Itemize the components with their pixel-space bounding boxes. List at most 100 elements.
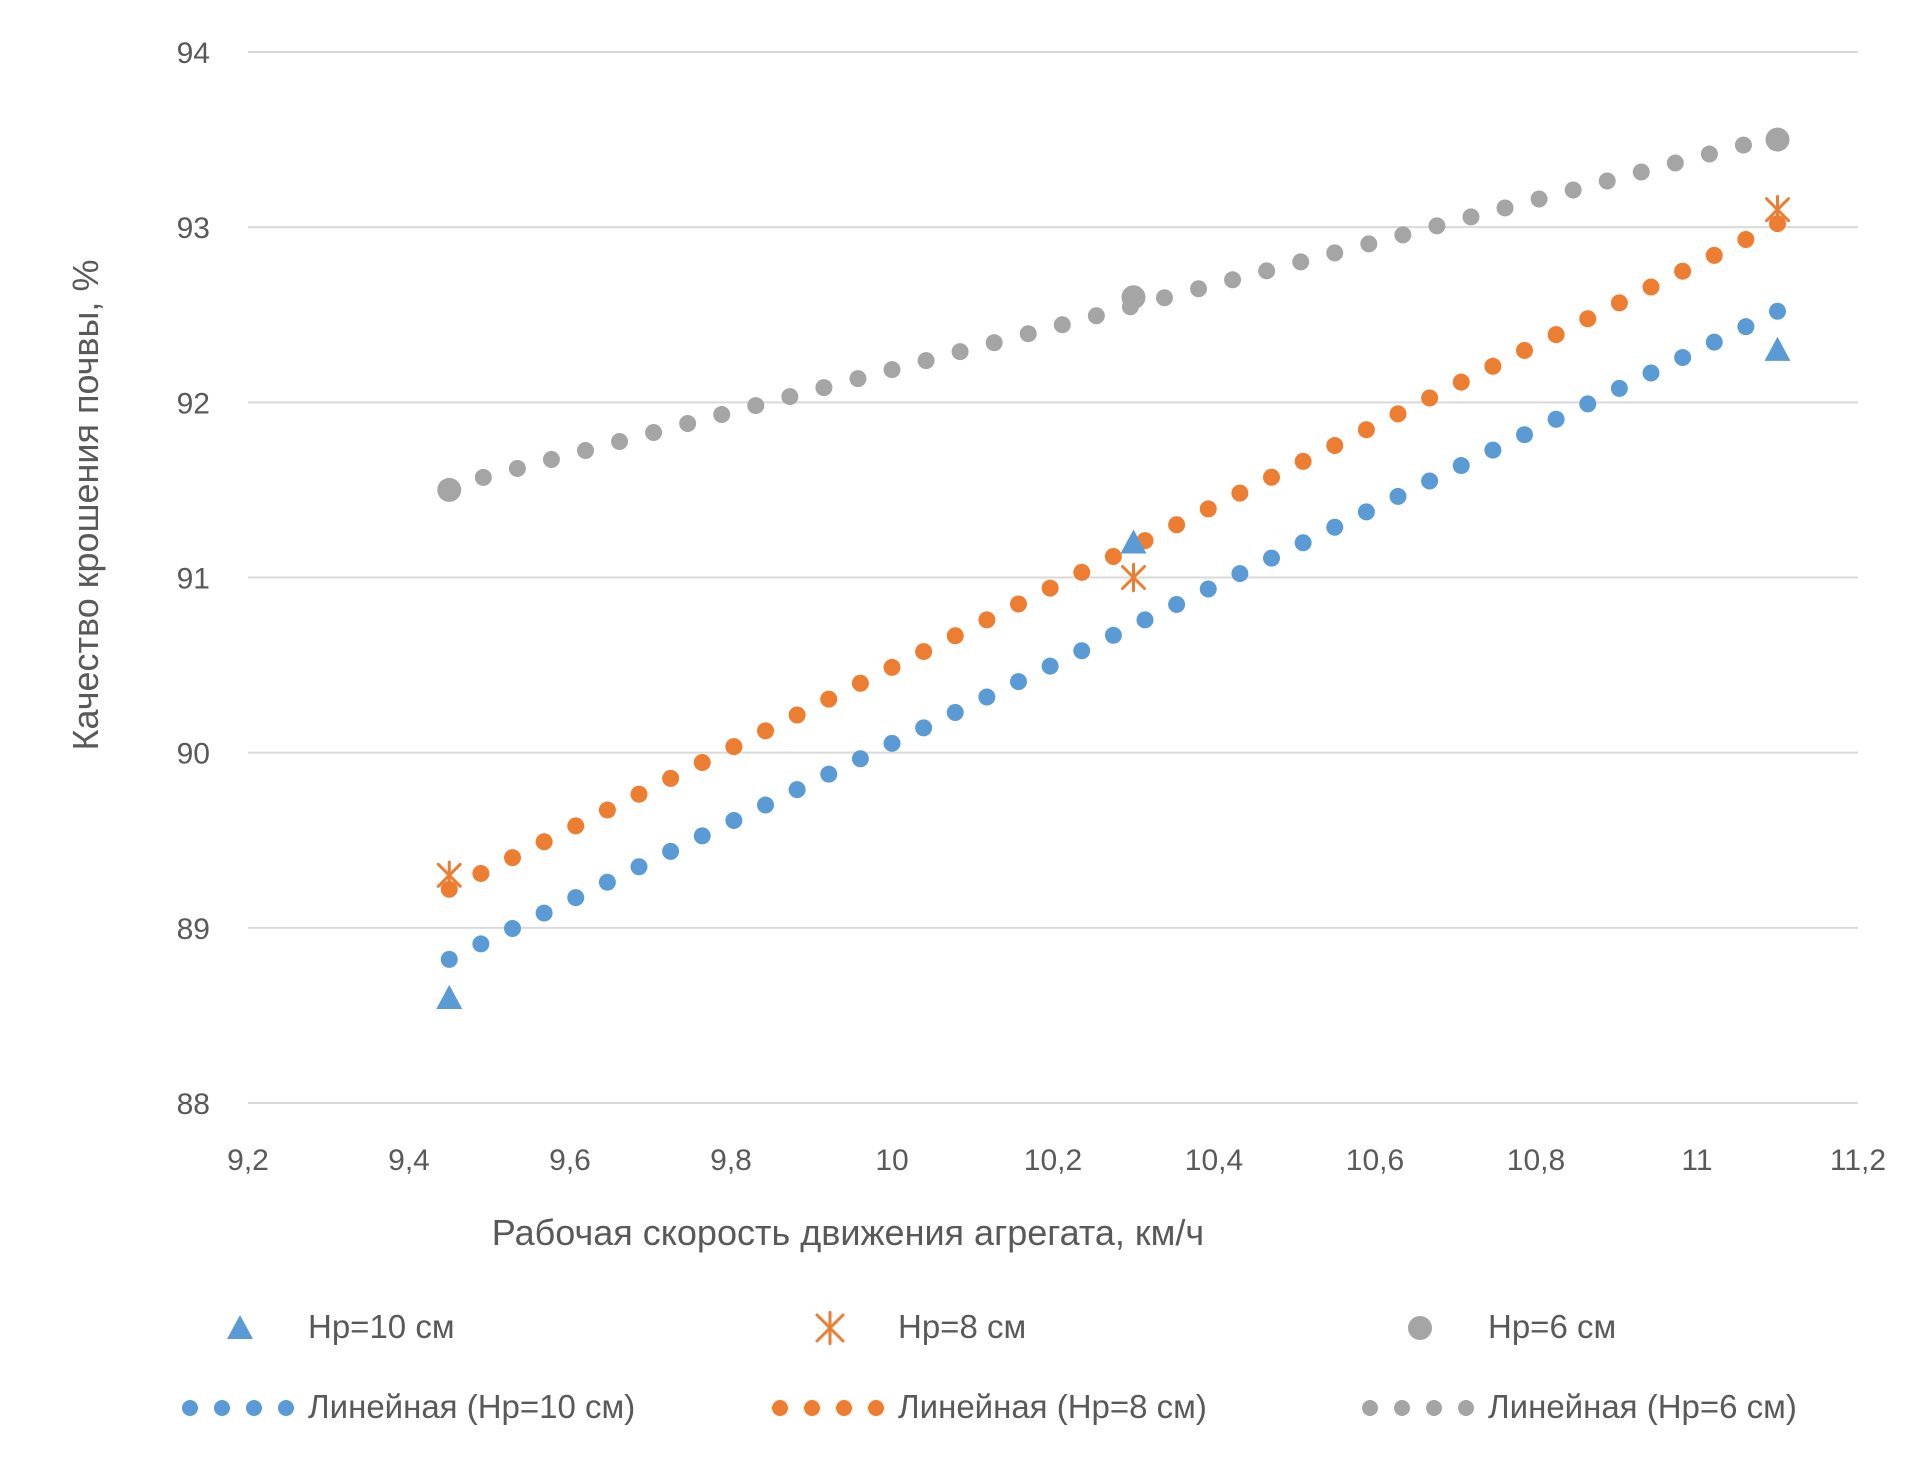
trendline-dot [1224, 271, 1242, 289]
y-axis-title: Качество крошения почвы, % [65, 260, 106, 751]
trendline-dot [725, 811, 743, 829]
legend-label: Hр=6 см [1488, 1308, 1616, 1345]
legend-label: Линейная (Hр=10 см) [308, 1388, 635, 1425]
y-tick-label: 89 [177, 913, 210, 946]
trendline-dot [1452, 373, 1470, 391]
trendline-dot [508, 459, 526, 477]
trendline-dot [576, 441, 594, 459]
trendline-dot [1292, 253, 1310, 271]
trendline-dot [978, 611, 996, 629]
trendline-dot [1734, 136, 1752, 154]
trendline-dot [1674, 262, 1692, 280]
trendline-dot [951, 343, 969, 361]
trendline-dot [693, 827, 711, 845]
trendline-dot [883, 658, 901, 676]
trendline-dot [504, 849, 521, 867]
trendline-dot [1073, 563, 1091, 581]
y-tick-label: 92 [177, 387, 210, 420]
data-point [436, 860, 462, 890]
trendline-dot [535, 904, 553, 922]
trendline-dot [781, 388, 799, 406]
trendline-dot [883, 734, 901, 752]
trendline-dot [788, 781, 806, 799]
trendline-dot [757, 796, 774, 814]
trendline-dot [1389, 487, 1407, 505]
trendline-dot [611, 432, 629, 450]
trendline-dot [1231, 484, 1249, 502]
trendline-dot [1326, 518, 1344, 536]
trendline-dot [630, 858, 648, 876]
legend: Hр=10 см Hр=8 см Hр=6 см Линейная (Hр=10 см… [182, 1308, 1797, 1425]
x-tick-label: 11,2 [1830, 1144, 1886, 1177]
trendline-dot [567, 889, 585, 907]
x-tick-labels: 9,2 9,4 9,6 9,8 10 10,2 10,4 10,6 10,8 11 11,2 [227, 1144, 1886, 1177]
trendline-dot [662, 842, 680, 860]
trendline-dot [725, 738, 743, 756]
trendline-dot [713, 406, 731, 424]
trendline-dot [815, 379, 833, 397]
trendline-dot [567, 817, 585, 835]
trendline-dot [1610, 379, 1628, 397]
trendline-dot [1496, 199, 1514, 217]
trendline-dot [1019, 325, 1037, 343]
trendline-dot [1737, 318, 1755, 336]
trendline-dot [662, 769, 680, 787]
trendline-dot [1010, 595, 1027, 613]
y-tick-label: 94 [177, 37, 210, 70]
trendline-dot [1516, 426, 1533, 444]
x-tick-label: 10,2 [1024, 1144, 1082, 1177]
trendline-dot [1737, 231, 1755, 249]
data-point [1764, 336, 1791, 361]
trendline-dot [1632, 163, 1650, 181]
trendline-dot [1294, 452, 1312, 470]
trendline-dot [1428, 217, 1446, 235]
trendline-dot [1041, 579, 1059, 597]
data-point [437, 477, 462, 502]
trendlines [440, 127, 1786, 968]
x-tick-label: 10,6 [1346, 1144, 1404, 1177]
trendline-dot [820, 765, 838, 783]
trendline-dot [1104, 626, 1122, 644]
y-tick-label: 90 [177, 738, 210, 771]
trendline-dot [1326, 437, 1344, 455]
legend-marker-3 [1408, 1316, 1432, 1340]
legend-label: Hр=10 см [308, 1308, 455, 1345]
data-point [1121, 285, 1146, 310]
trendline-dot [946, 627, 964, 645]
trendline-dot [946, 703, 964, 721]
trendline-dot [1674, 349, 1692, 367]
trendline-dot [1769, 302, 1786, 320]
x-tick-label: 10 [875, 1144, 908, 1177]
legend-trend-swatch-1 [182, 1400, 294, 1416]
legend-marker-1 [227, 1315, 253, 1340]
x-tick-label: 11 [1681, 1144, 1712, 1177]
legend-label: Hр=8 см [898, 1308, 1026, 1345]
trendline-dot [820, 690, 838, 708]
trendline-dot [1155, 289, 1173, 307]
trendline-dot [645, 424, 663, 442]
trendline-dot [598, 801, 616, 819]
trendline-dot [1610, 294, 1628, 312]
y-tick-label: 93 [177, 212, 210, 245]
trendline-dot [1073, 642, 1091, 660]
data-point [1121, 562, 1146, 593]
trendline-dot [679, 415, 697, 433]
data-point [1765, 127, 1790, 152]
trendline-dot [915, 719, 933, 737]
trendline-dot [1294, 534, 1312, 552]
trendline-dot [1516, 341, 1533, 359]
legend-trend-swatch-2 [772, 1400, 884, 1416]
trendline-dot [1199, 500, 1217, 518]
trendline-dot [1642, 364, 1660, 382]
trendline-dot [1357, 421, 1375, 439]
trendline-dot [1579, 310, 1597, 328]
trendline-dot [1564, 181, 1582, 199]
legend-trend-swatch-3 [1362, 1400, 1474, 1416]
trendline-dot [1484, 441, 1502, 459]
trendline-dot [1547, 410, 1565, 428]
trendline-dot [1666, 154, 1684, 172]
trendline-dot [1462, 208, 1480, 226]
trendline-dot [1421, 389, 1439, 407]
y-tick-label: 91 [177, 563, 210, 596]
x-tick-label: 9,2 [227, 1144, 269, 1177]
